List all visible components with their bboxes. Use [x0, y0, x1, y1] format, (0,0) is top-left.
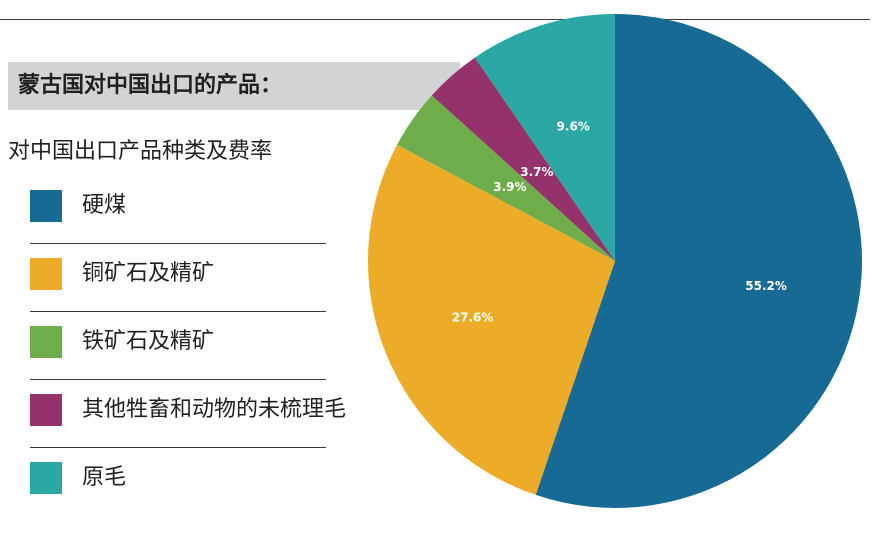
title-banner: 蒙古国对中国出口的产品： — [8, 62, 460, 110]
legend-item-hard-coal: 硬煤 — [30, 190, 330, 258]
pie-slice-iron-ore — [397, 95, 615, 261]
legend-separator — [30, 311, 326, 312]
slice-label-copper-ore: 27.6% — [452, 310, 494, 324]
legend-swatch — [30, 190, 62, 222]
legend-item-uncombed-hair: 其他牲畜和动物的未梳理毛 — [30, 394, 346, 462]
pie-slice-copper-ore — [367, 144, 615, 495]
legend-separator — [30, 447, 326, 448]
slice-label-iron-ore: 3.9% — [493, 180, 526, 194]
legend-swatch — [30, 258, 62, 290]
slice-label-hard-coal: 55.2% — [745, 279, 787, 293]
legend-swatch — [30, 394, 62, 426]
pie-slice-uncombed-hair — [431, 57, 615, 261]
pie-slice-hard-coal — [535, 14, 863, 509]
legend-item-iron-ore: 铁矿石及精矿 — [30, 326, 330, 394]
legend-label: 铁矿石及精矿 — [82, 329, 215, 354]
legend-separator — [30, 379, 326, 380]
top-rule — [0, 19, 870, 20]
legend-item-copper-ore: 铜矿石及精矿 — [30, 258, 330, 326]
chart-title: 蒙古国对中国出口的产品： — [18, 73, 283, 98]
legend-label: 原毛 — [82, 465, 127, 490]
legend-item-raw-wool: 原毛 — [30, 462, 330, 530]
legend-label: 铜矿石及精矿 — [82, 261, 215, 286]
legend-label: 其他牲畜和动物的未梳理毛 — [82, 397, 347, 422]
pie-slice-raw-wool — [474, 14, 615, 261]
slice-label-uncombed-hair: 3.7% — [520, 165, 553, 179]
legend-swatch — [30, 462, 62, 494]
slice-label-raw-wool: 9.6% — [557, 120, 590, 134]
legend-swatch — [30, 326, 62, 358]
legend: 硬煤 铜矿石及精矿 铁矿石及精矿 其他牲畜和动物的未梳理毛 原毛 — [30, 190, 346, 530]
legend-label: 硬煤 — [82, 193, 127, 218]
legend-separator — [30, 243, 326, 244]
chart-subtitle: 对中国出口产品种类及费率 — [8, 139, 273, 164]
